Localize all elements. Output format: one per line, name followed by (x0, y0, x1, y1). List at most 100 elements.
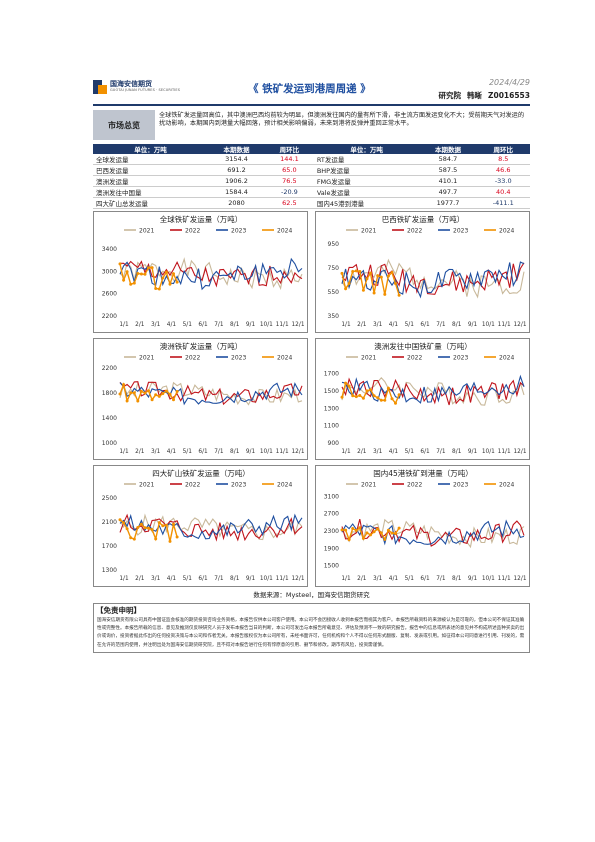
y-tick-label: 2200 (102, 365, 117, 372)
data-point (365, 277, 369, 281)
data-point (157, 394, 161, 398)
data-point (172, 522, 175, 526)
legend-label: 2024 (277, 228, 292, 235)
legend-label: 2022 (407, 355, 422, 362)
series-line-2023 (341, 374, 525, 404)
x-tick-label: 11/1 (498, 322, 511, 328)
y-tick-label: 1500 (324, 563, 339, 570)
dept: 研究院 (438, 91, 462, 100)
data-point (143, 272, 147, 276)
data-point (347, 384, 351, 388)
x-tick-label: 12/1 (513, 322, 526, 328)
cell-change-right: 46.6 (476, 164, 530, 176)
cell-value-right: 410.1 (419, 175, 477, 187)
data-point (139, 389, 143, 393)
th-change-left: 周环比 (265, 144, 314, 154)
chart-australia-shipments: 澳洲铁矿发运量（万吨） 2021 2022 2023 2024 1000 1400 1800 2… (93, 338, 308, 460)
y-tick-label: 900 (328, 440, 340, 447)
cell-change-left: 65.0 (265, 164, 314, 176)
data-point (390, 271, 394, 274)
table-row: 澳洲发往中国量 1584.4 -20.9 Vale发运量 497.7 40.4 (93, 186, 530, 198)
x-tick-label: 9/1 (246, 322, 256, 328)
legend-label: 2023 (453, 355, 468, 362)
data-point (340, 528, 344, 532)
data-point (129, 391, 133, 395)
data-point (379, 531, 383, 535)
data-point (125, 399, 129, 403)
cell-change-left: -20.9 (265, 186, 314, 198)
x-tick-label: 6/1 (198, 449, 208, 455)
x-tick-label: 12/1 (291, 322, 304, 328)
x-tick-label: 3/1 (151, 322, 161, 328)
summary-text: 全球铁矿发运量回高位，其中澳洲巴西均前较为明显，但澳洲发往国内的量有所下滑，非主… (159, 112, 525, 128)
disclaimer-text: 国海安信期货有限公司具有中国证监会核准的期货投资咨询业务资格，本报告仅供本公司客… (97, 618, 525, 648)
data-point (376, 274, 380, 278)
legend-label: 2024 (499, 482, 514, 489)
x-tick-label: 11/1 (498, 576, 511, 582)
data-point (122, 383, 126, 387)
legend-label: 2021 (361, 482, 376, 489)
legend-label: 2022 (407, 482, 422, 489)
data-point (129, 536, 133, 540)
market-summary: 市场总览 全球铁矿发运量回高位，其中澳洲巴西均前较为明显，但澳洲发往国内的量有所… (93, 110, 530, 140)
x-tick-label: 8/1 (230, 449, 240, 455)
x-tick-label: 1/1 (119, 322, 129, 328)
author: 韩晰 (467, 91, 483, 100)
cell-name-right: BHP发运量 (313, 164, 420, 176)
data-point (147, 389, 150, 393)
series-line-2022 (341, 518, 525, 547)
data-point (397, 393, 401, 397)
data-point (118, 262, 122, 266)
x-tick-label: 10/1 (482, 322, 495, 328)
x-tick-label: 3/1 (373, 576, 383, 582)
x-tick-label: 7/1 (214, 322, 224, 328)
x-tick-label: 8/1 (452, 576, 462, 582)
cell-change-left: 144.1 (265, 154, 314, 165)
data-point (365, 531, 369, 535)
logo-cn: 国海安信期货 (110, 80, 152, 89)
x-tick-label: 7/1 (436, 449, 446, 455)
cell-change-right: 40.4 (476, 186, 530, 198)
chart-big-four-shipments: 四大矿山铁矿发运量（万吨） 2021 2022 2023 2024 1300 1700 210… (93, 465, 308, 587)
y-tick-label: 1400 (102, 415, 117, 422)
summary-label: 市场总览 (93, 110, 155, 140)
x-tick-label: 7/1 (214, 449, 224, 455)
y-tick-label: 750 (328, 265, 340, 272)
x-tick-label: 10/1 (260, 576, 273, 582)
charts-grid: 全球铁矿发运量（万吨） 2021 2022 2023 2024 2200 2600 3000 3… (93, 211, 530, 587)
data-point (372, 530, 376, 534)
disclaimer-title: 【免责申明】 (96, 606, 141, 615)
x-tick-label: 2/1 (357, 449, 367, 455)
data-point (358, 394, 362, 397)
data-point (344, 381, 348, 385)
chart-svg: 国内45港铁矿到港量（万吨） 2021 2022 2023 2024 1500 1900 23… (324, 468, 527, 582)
legend-label: 2024 (499, 228, 514, 235)
x-tick-label: 5/1 (405, 322, 415, 328)
chart-title: 澳洲发往中国铁矿量（万吨） (374, 341, 472, 351)
data-point (361, 288, 365, 292)
x-tick-label: 4/1 (389, 322, 399, 328)
cell-value-left: 1906.2 (208, 175, 266, 187)
data-point (122, 278, 126, 282)
chart-title: 澳洲铁矿发运量（万吨） (160, 341, 243, 351)
legend-label: 2024 (277, 355, 292, 362)
cell-value-right: 584.7 (419, 154, 477, 165)
data-point (154, 393, 158, 397)
data-point (390, 531, 394, 535)
data-point (139, 522, 143, 526)
x-tick-label: 3/1 (373, 449, 383, 455)
x-tick-label: 7/1 (214, 576, 224, 582)
x-tick-label: 8/1 (452, 322, 462, 328)
data-point (157, 521, 161, 525)
cell-name-right: Vale发运量 (313, 186, 420, 198)
cell-value-right: 587.5 (419, 164, 477, 176)
data-point (354, 395, 358, 399)
legend-label: 2021 (361, 355, 376, 362)
x-tick-label: 10/1 (260, 322, 273, 328)
y-tick-label: 3100 (324, 493, 339, 500)
x-tick-label: 11/1 (276, 576, 289, 582)
chart-svg: 澳洲铁矿发运量（万吨） 2021 2022 2023 2024 1000 1400 1800 2… (102, 341, 305, 455)
data-point (164, 523, 168, 527)
data-point (383, 537, 387, 541)
x-tick-label: 6/1 (420, 322, 430, 328)
